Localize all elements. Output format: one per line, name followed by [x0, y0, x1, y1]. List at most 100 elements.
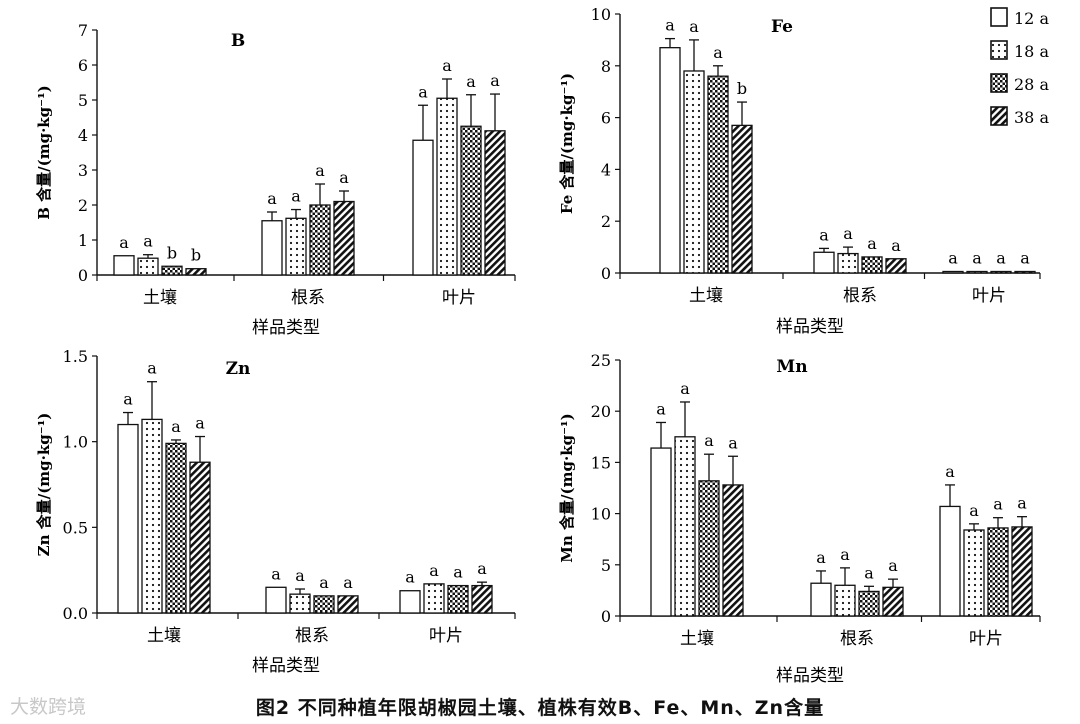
- significance-letter: a: [680, 379, 690, 398]
- bar: [447, 584, 469, 614]
- bar: [659, 47, 681, 274]
- y-tick-label: 3: [78, 161, 88, 180]
- category-label: 叶片: [442, 288, 476, 308]
- legend-label: 12 a: [1014, 9, 1049, 28]
- bar: [141, 418, 163, 614]
- significance-letter: a: [972, 249, 982, 268]
- significance-letter: a: [969, 501, 979, 520]
- significance-letter: a: [429, 561, 439, 580]
- significance-letter: a: [267, 189, 277, 208]
- y-tick-label: 0: [601, 264, 611, 283]
- legend: 12 a 18 a 28 a 38 a: [990, 7, 1049, 127]
- significance-letter: a: [689, 17, 699, 36]
- significance-letter: a: [1017, 494, 1027, 513]
- y-axis-title: Mn 含量/(mg·kg⁻¹): [558, 413, 576, 562]
- y-tick-label: 10: [591, 505, 611, 524]
- category-label: 根系: [291, 288, 325, 308]
- bar: [460, 125, 482, 276]
- bar: [484, 130, 506, 276]
- bar: [942, 270, 964, 274]
- bar: [963, 529, 985, 617]
- bar: [113, 255, 135, 276]
- category-label: 土壤: [143, 287, 177, 308]
- significance-letter: a: [840, 545, 850, 564]
- significance-letter: a: [1020, 249, 1030, 268]
- x-axis-title: 样品类型: [776, 666, 844, 686]
- bar: [337, 595, 359, 614]
- y-tick-label: 2: [78, 196, 88, 215]
- bar: [987, 527, 1009, 617]
- significance-letter: a: [466, 72, 476, 91]
- bar: [650, 447, 672, 617]
- bar: [939, 505, 961, 617]
- bar: [117, 423, 139, 614]
- significance-letter: a: [728, 433, 738, 452]
- bar: [285, 217, 307, 276]
- y-tick-label: 5: [601, 556, 611, 575]
- y-axis-title: B 含量/(mg·kg⁻¹): [35, 85, 53, 220]
- bar: [261, 220, 283, 276]
- significance-letter: a: [171, 417, 181, 436]
- significance-letter: a: [418, 82, 428, 101]
- y-tick-label: 1.0: [63, 433, 88, 452]
- significance-letter: a: [271, 564, 281, 583]
- bar: [731, 124, 753, 274]
- y-tick-label: 6: [601, 109, 611, 128]
- significance-letter: a: [945, 462, 955, 481]
- significance-letter: a: [477, 559, 487, 578]
- y-tick-label: 1.5: [63, 347, 88, 366]
- legend-label: 28 a: [1014, 75, 1049, 94]
- bar: [810, 582, 832, 617]
- category-label: 叶片: [969, 629, 1003, 649]
- significance-letter: a: [867, 234, 877, 253]
- significance-letter: a: [123, 390, 133, 409]
- significance-letter: b: [737, 79, 747, 98]
- x-axis-title: 样品类型: [776, 317, 844, 337]
- bar: [1011, 526, 1033, 617]
- bar: [423, 583, 445, 614]
- category-label: 根系: [843, 286, 877, 306]
- legend-swatch: [990, 73, 1008, 93]
- bar: [885, 258, 907, 274]
- bar: [137, 257, 159, 276]
- category-label: 叶片: [429, 626, 463, 646]
- category-label: 根系: [295, 626, 329, 646]
- y-tick-label: 1: [78, 231, 88, 250]
- significance-letter: a: [996, 249, 1006, 268]
- legend-label: 18 a: [1014, 42, 1049, 61]
- significance-letter: a: [819, 225, 829, 244]
- panel-title: Mn: [776, 357, 807, 377]
- significance-letter: a: [195, 414, 205, 433]
- bar: [674, 436, 696, 617]
- bar: [707, 75, 729, 274]
- bar: [399, 590, 421, 614]
- y-tick-label: 0.0: [63, 604, 88, 623]
- panel-title: B: [231, 31, 245, 51]
- significance-letter: a: [143, 232, 153, 251]
- x-axis-title: 样品类型: [252, 318, 320, 338]
- bar: [289, 593, 311, 614]
- bar: [683, 70, 705, 274]
- bar: [882, 586, 904, 617]
- significance-letter: a: [490, 71, 500, 90]
- significance-letter: a: [948, 249, 958, 268]
- significance-letter: a: [291, 187, 301, 206]
- bar: [834, 584, 856, 617]
- x-axis-title: 样品类型: [252, 656, 320, 676]
- category-label: 土壤: [147, 625, 181, 646]
- y-tick-label: 15: [591, 453, 611, 472]
- bar: [333, 200, 355, 276]
- bar: [189, 461, 211, 614]
- significance-letter: a: [147, 359, 157, 378]
- bar: [722, 484, 744, 617]
- category-label: 叶片: [972, 286, 1006, 306]
- significance-letter: a: [704, 431, 714, 450]
- y-axis-title: Fe 含量/(mg·kg⁻¹): [558, 73, 576, 214]
- bar: [698, 480, 720, 617]
- y-tick-label: 8: [601, 57, 611, 76]
- bar: [990, 270, 1012, 274]
